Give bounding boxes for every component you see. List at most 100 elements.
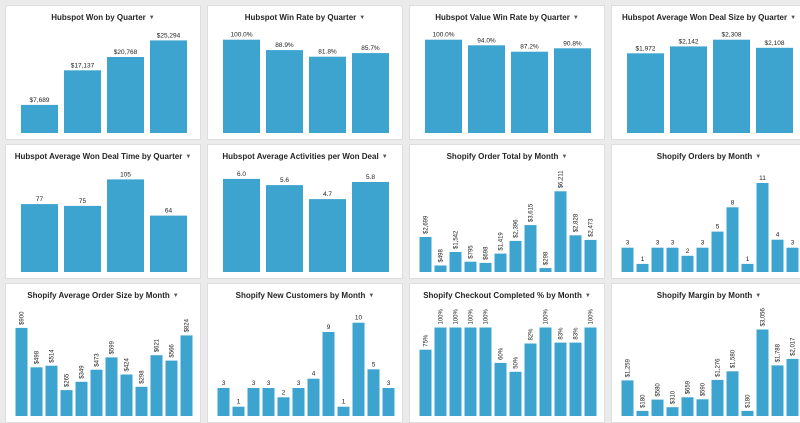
bar[interactable] bbox=[382, 388, 395, 416]
bar[interactable] bbox=[120, 374, 133, 417]
tile-header[interactable]: Shopify Margin by Month ▼ bbox=[612, 291, 800, 300]
bar[interactable] bbox=[468, 45, 505, 133]
bar[interactable] bbox=[511, 51, 548, 134]
caret-down-icon[interactable]: ▼ bbox=[755, 154, 762, 160]
tile-header[interactable]: Shopify Order Total by Month ▼ bbox=[410, 152, 604, 161]
caret-down-icon[interactable]: ▼ bbox=[359, 15, 366, 21]
bar[interactable] bbox=[60, 390, 73, 416]
bar[interactable] bbox=[666, 407, 679, 416]
bar[interactable] bbox=[64, 70, 101, 133]
bar[interactable] bbox=[494, 253, 507, 272]
tile-header[interactable]: Hubspot Average Activities per Won Deal ▼ bbox=[208, 152, 402, 161]
bar[interactable] bbox=[165, 360, 178, 416]
bar[interactable] bbox=[696, 399, 709, 416]
bar[interactable] bbox=[651, 399, 664, 416]
bar[interactable] bbox=[479, 327, 492, 417]
bar[interactable] bbox=[621, 380, 634, 416]
bar[interactable] bbox=[352, 322, 365, 416]
tile-header[interactable]: Hubspot Value Win Rate by Quarter ▼ bbox=[410, 13, 604, 22]
bar[interactable] bbox=[569, 235, 582, 272]
bar[interactable] bbox=[266, 185, 303, 272]
bar[interactable] bbox=[135, 386, 148, 416]
bar[interactable] bbox=[21, 104, 58, 133]
bar[interactable] bbox=[509, 371, 522, 416]
bar[interactable] bbox=[105, 357, 118, 416]
bar[interactable] bbox=[30, 367, 43, 416]
bar[interactable] bbox=[449, 252, 462, 272]
bar[interactable] bbox=[309, 199, 346, 272]
bar[interactable] bbox=[554, 191, 567, 272]
caret-down-icon[interactable]: ▼ bbox=[572, 15, 579, 21]
bar[interactable] bbox=[681, 397, 694, 416]
bar[interactable] bbox=[494, 362, 507, 416]
bar[interactable] bbox=[696, 247, 709, 272]
caret-down-icon[interactable]: ▼ bbox=[368, 293, 375, 299]
bar[interactable] bbox=[419, 237, 432, 272]
bar[interactable] bbox=[292, 388, 305, 416]
bar[interactable] bbox=[554, 48, 591, 133]
bar[interactable] bbox=[266, 50, 303, 133]
bar[interactable] bbox=[150, 355, 163, 416]
bar[interactable] bbox=[621, 247, 634, 272]
bar[interactable] bbox=[64, 205, 101, 272]
bar[interactable] bbox=[713, 39, 750, 134]
tile-header[interactable]: Shopify New Customers by Month ▼ bbox=[208, 291, 402, 300]
bar[interactable] bbox=[150, 40, 187, 133]
bar[interactable] bbox=[554, 342, 567, 416]
tile-header[interactable]: Hubspot Average Won Deal Time by Quarter… bbox=[6, 152, 200, 161]
bar[interactable] bbox=[367, 369, 380, 416]
bar[interactable] bbox=[107, 179, 144, 272]
bar[interactable] bbox=[786, 247, 799, 272]
bar[interactable] bbox=[90, 369, 103, 416]
bar[interactable] bbox=[21, 204, 58, 272]
bar[interactable] bbox=[449, 327, 462, 417]
bar[interactable] bbox=[509, 240, 522, 272]
bar[interactable] bbox=[479, 262, 492, 272]
bar[interactable] bbox=[309, 56, 346, 134]
bar[interactable] bbox=[434, 265, 447, 273]
bar[interactable] bbox=[180, 335, 193, 416]
bar[interactable] bbox=[539, 327, 552, 417]
bar[interactable] bbox=[711, 231, 724, 272]
bar[interactable] bbox=[107, 57, 144, 133]
bar[interactable] bbox=[584, 327, 597, 417]
bar[interactable] bbox=[75, 381, 88, 416]
bar[interactable] bbox=[524, 225, 537, 272]
bar[interactable] bbox=[539, 268, 552, 272]
bar[interactable] bbox=[464, 327, 477, 417]
bar[interactable] bbox=[307, 378, 320, 416]
bar[interactable] bbox=[45, 365, 58, 416]
bar[interactable] bbox=[666, 247, 679, 272]
bar[interactable] bbox=[322, 332, 335, 416]
bar[interactable] bbox=[584, 239, 597, 272]
bar[interactable] bbox=[352, 182, 389, 272]
tile-header[interactable]: Shopify Checkout Completed % by Month ▼ bbox=[410, 291, 604, 300]
tile-header[interactable]: Shopify Orders by Month ▼ bbox=[612, 152, 800, 161]
bar[interactable] bbox=[627, 53, 664, 133]
bar[interactable] bbox=[670, 46, 707, 133]
bar[interactable] bbox=[217, 388, 230, 416]
bar[interactable] bbox=[756, 47, 793, 133]
bar[interactable] bbox=[756, 329, 769, 417]
bar[interactable] bbox=[726, 207, 739, 272]
bar[interactable] bbox=[756, 183, 769, 272]
bar[interactable] bbox=[741, 410, 754, 416]
bar[interactable] bbox=[569, 342, 582, 416]
caret-down-icon[interactable]: ▼ bbox=[172, 293, 179, 299]
bar[interactable] bbox=[434, 327, 447, 417]
caret-down-icon[interactable]: ▼ bbox=[584, 293, 591, 299]
bar[interactable] bbox=[232, 406, 245, 416]
bar[interactable] bbox=[337, 406, 350, 416]
bar[interactable] bbox=[464, 261, 477, 272]
caret-down-icon[interactable]: ▼ bbox=[185, 154, 192, 160]
bar[interactable] bbox=[262, 388, 275, 416]
tile-header[interactable]: Shopify Average Order Size by Month ▼ bbox=[6, 291, 200, 300]
bar[interactable] bbox=[223, 39, 260, 134]
caret-down-icon[interactable]: ▼ bbox=[790, 15, 797, 21]
bar[interactable] bbox=[786, 358, 799, 416]
bar[interactable] bbox=[425, 39, 462, 134]
bar[interactable] bbox=[636, 263, 649, 272]
bar[interactable] bbox=[223, 178, 260, 272]
bar[interactable] bbox=[247, 388, 260, 416]
bar[interactable] bbox=[352, 53, 389, 133]
